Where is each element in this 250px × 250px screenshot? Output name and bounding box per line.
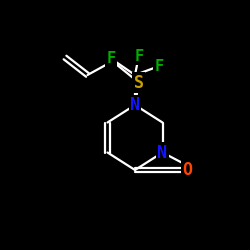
Text: O: O	[182, 161, 192, 179]
Text: F: F	[154, 59, 163, 74]
Text: F: F	[134, 49, 143, 64]
Text: S: S	[134, 74, 144, 92]
Text: N: N	[130, 96, 140, 114]
Text: N: N	[158, 144, 168, 162]
Text: F: F	[107, 51, 116, 66]
